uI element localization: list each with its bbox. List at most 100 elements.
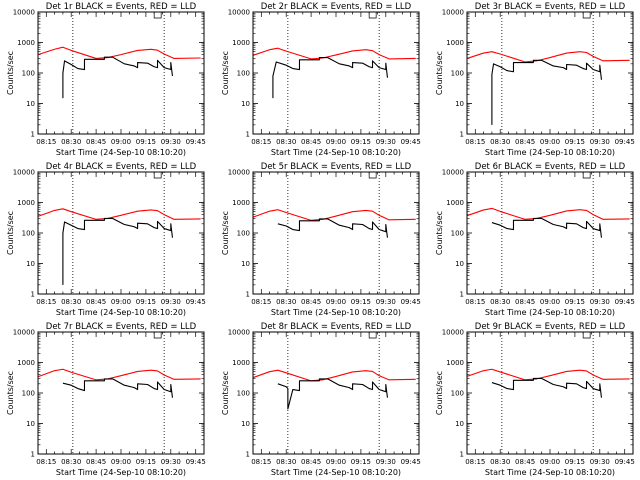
interval-bracket bbox=[153, 172, 162, 179]
y-tick-label: 10 bbox=[26, 100, 35, 108]
y-tick-label: 10 bbox=[455, 420, 464, 428]
x-tick-label: 09:00 bbox=[540, 138, 560, 146]
lld-rate-line bbox=[466, 207, 630, 220]
chart-title: Det 4r BLACK = Events, RED = LLD bbox=[46, 162, 197, 172]
events-rate-line bbox=[277, 378, 389, 410]
y-tick-label: 1 bbox=[31, 291, 35, 299]
y-tick-label: 1000 bbox=[232, 199, 250, 207]
x-tick-label: 09:45 bbox=[186, 458, 206, 466]
x-axis-label: Start Time (24-Sep-10 08:10:20) bbox=[271, 308, 401, 317]
y-tick-label: 1000 bbox=[17, 199, 35, 207]
chart-title: Det 2r BLACK = Events, RED = LLD bbox=[261, 2, 412, 12]
y-axis-label: Counts/sec bbox=[6, 371, 15, 415]
y-tick-label: 100 bbox=[451, 390, 464, 398]
y-tick-label: 10 bbox=[455, 100, 464, 108]
chart-title: Det 5r BLACK = Events, RED = LLD bbox=[261, 162, 412, 172]
x-tick-label: 09:15 bbox=[136, 298, 156, 306]
interval-bracket bbox=[153, 12, 162, 19]
lld-rate-line bbox=[466, 51, 630, 63]
x-tick-label: 09:30 bbox=[161, 458, 181, 466]
chart-panel-2: Det 2r BLACK = Events, RED = LLD Counts/s… bbox=[221, 2, 421, 157]
chart-panel-8: Det 8r BLACK = Events, RED = LLD Counts/s… bbox=[221, 322, 421, 477]
x-tick-label: 08:45 bbox=[86, 458, 106, 466]
x-tick-label: 08:45 bbox=[86, 298, 106, 306]
x-tick-label: 08:15 bbox=[251, 298, 271, 306]
x-tick-label: 08:30 bbox=[490, 458, 510, 466]
x-axis-label: Start Time (24-Sep-10 08:10:20) bbox=[485, 148, 615, 157]
interval-bracket bbox=[582, 332, 591, 339]
y-tick-label: 10 bbox=[241, 100, 250, 108]
x-tick-label: 08:30 bbox=[490, 138, 510, 146]
x-axis-label: Start Time (24-Sep-10 08:10:20) bbox=[56, 148, 186, 157]
x-tick-label: 08:15 bbox=[465, 138, 485, 146]
x-axis-label: Start Time (24-Sep-10 08:10:20) bbox=[485, 308, 615, 317]
x-axis-label: Start Time (24-Sep-10 08:10:20) bbox=[271, 148, 401, 157]
x-tick-label: 08:45 bbox=[86, 138, 106, 146]
y-tick-label: 100 bbox=[237, 70, 250, 78]
y-tick-label: 10000 bbox=[13, 9, 35, 17]
events-rate-line bbox=[62, 378, 174, 398]
x-tick-label: 09:15 bbox=[351, 138, 371, 146]
y-tick-label: 1000 bbox=[17, 359, 35, 367]
x-tick-label: 09:30 bbox=[590, 458, 610, 466]
chart-panel-6: Det 6r BLACK = Events, RED = LLD Counts/s… bbox=[435, 162, 635, 317]
y-tick-label: 10 bbox=[26, 260, 35, 268]
interval-bracket bbox=[368, 332, 377, 339]
y-tick-label: 1 bbox=[460, 451, 464, 459]
y-tick-label: 1 bbox=[460, 291, 464, 299]
x-tick-label: 08:15 bbox=[36, 298, 56, 306]
lld-rate-line bbox=[37, 368, 201, 381]
x-tick-label: 08:15 bbox=[465, 458, 485, 466]
lld-rate-line bbox=[252, 47, 416, 60]
x-tick-label: 09:45 bbox=[401, 298, 421, 306]
y-tick-label: 100 bbox=[451, 230, 464, 238]
events-rate-line bbox=[491, 377, 603, 398]
interval-bracket bbox=[368, 172, 377, 179]
x-tick-label: 08:30 bbox=[61, 458, 81, 466]
x-tick-label: 09:45 bbox=[615, 458, 635, 466]
lld-rate-line bbox=[37, 46, 201, 60]
y-tick-label: 1000 bbox=[17, 39, 35, 47]
y-tick-label: 10 bbox=[26, 420, 35, 428]
y-tick-label: 10000 bbox=[442, 9, 464, 17]
x-tick-label: 09:00 bbox=[326, 458, 346, 466]
lld-rate-line bbox=[37, 208, 201, 220]
chart-panel-5: Det 5r BLACK = Events, RED = LLD Counts/s… bbox=[221, 162, 421, 317]
plot-frame bbox=[466, 171, 634, 295]
lld-rate-line bbox=[252, 209, 416, 221]
y-tick-label: 10000 bbox=[228, 169, 250, 177]
x-tick-label: 09:45 bbox=[615, 138, 635, 146]
chart-title: Det 3r BLACK = Events, RED = LLD bbox=[475, 2, 626, 12]
x-tick-label: 09:45 bbox=[615, 298, 635, 306]
x-tick-label: 09:30 bbox=[161, 138, 181, 146]
x-tick-label: 09:00 bbox=[111, 458, 131, 466]
y-tick-label: 1000 bbox=[232, 359, 250, 367]
y-tick-label: 10 bbox=[241, 260, 250, 268]
events-rate-line bbox=[277, 218, 389, 238]
x-tick-label: 08:15 bbox=[36, 458, 56, 466]
y-tick-label: 10000 bbox=[442, 169, 464, 177]
y-tick-label: 1 bbox=[246, 291, 250, 299]
x-tick-label: 09:15 bbox=[565, 298, 585, 306]
x-tick-label: 09:15 bbox=[136, 458, 156, 466]
y-axis-label: Counts/sec bbox=[435, 211, 444, 255]
y-tick-label: 10000 bbox=[228, 9, 250, 17]
x-tick-label: 08:30 bbox=[61, 138, 81, 146]
x-axis-label: Start Time (24-Sep-10 08:10:20) bbox=[56, 468, 186, 477]
x-tick-label: 08:30 bbox=[276, 138, 296, 146]
x-tick-label: 09:00 bbox=[326, 138, 346, 146]
x-tick-label: 09:30 bbox=[590, 298, 610, 306]
chart-panel-3: Det 3r BLACK = Events, RED = LLD Counts/s… bbox=[435, 2, 635, 157]
x-tick-label: 08:45 bbox=[515, 298, 535, 306]
x-tick-label: 09:45 bbox=[186, 138, 206, 146]
x-tick-label: 09:15 bbox=[136, 138, 156, 146]
x-tick-label: 08:45 bbox=[515, 458, 535, 466]
y-tick-label: 100 bbox=[237, 390, 250, 398]
plot-frame bbox=[37, 171, 205, 295]
x-tick-label: 08:15 bbox=[251, 138, 271, 146]
y-tick-label: 1000 bbox=[446, 359, 464, 367]
y-tick-label: 1000 bbox=[232, 39, 250, 47]
events-rate-line bbox=[62, 56, 174, 99]
x-tick-label: 08:30 bbox=[276, 298, 296, 306]
